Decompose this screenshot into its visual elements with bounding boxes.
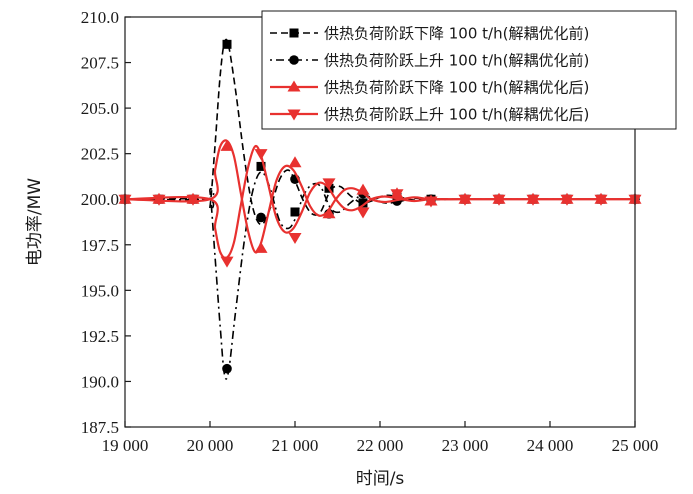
series-4-marker [186, 194, 200, 206]
legend-label-1: 供热负荷阶跃下降 100 t/h(解耦优化前) [324, 25, 589, 43]
series-2-marker [222, 363, 232, 374]
series-4-marker [220, 256, 234, 268]
legend-marker-2 [289, 55, 299, 65]
x-tick-label: 22 000 [357, 436, 404, 455]
y-tick-label: 202.5 [81, 145, 119, 164]
y-tick-label: 200.0 [81, 190, 119, 209]
series-4-marker [356, 207, 370, 219]
legend-label-4: 供热负荷阶跃上升 100 t/h(解耦优化后) [324, 106, 589, 124]
series-4-marker [458, 194, 472, 206]
series-3-marker [288, 156, 302, 168]
series-4-marker [254, 149, 268, 161]
series-1-marker [256, 161, 266, 171]
x-tick-label: 20 000 [187, 436, 234, 455]
series-4-marker [594, 194, 608, 206]
x-tick-label: 24 000 [527, 436, 574, 455]
legend-marker-3 [287, 80, 301, 92]
series-4 [118, 144, 642, 268]
series-1-marker [222, 39, 232, 49]
y-tick-label: 190.0 [81, 372, 119, 391]
x-tick-label: 19 000 [102, 436, 149, 455]
series-4-line [124, 144, 635, 260]
legend: 供热负荷阶跃下降 100 t/h(解耦优化前) 供热负荷阶跃上升 100 t/h(… [261, 10, 677, 130]
y-tick-label: 192.5 [81, 327, 119, 346]
series-4-marker [424, 196, 438, 208]
series-4-marker [390, 189, 404, 201]
series-3-marker [356, 183, 370, 195]
legend-marker-1 [289, 28, 299, 38]
series-4-marker [492, 194, 506, 206]
series-1-marker [290, 207, 300, 217]
legend-label-2: 供热负荷阶跃上升 100 t/h(解耦优化前) [324, 52, 589, 70]
y-tick-label: 207.5 [81, 54, 119, 73]
series-3-marker [254, 241, 268, 253]
y-tick-label: 205.0 [81, 99, 119, 118]
x-tick-label: 21 000 [272, 436, 319, 455]
series-4-marker [560, 194, 574, 206]
x-tick-label: 25 000 [612, 436, 659, 455]
series-4-marker [526, 194, 540, 206]
series-3-marker [322, 207, 336, 219]
legend-marker-4 [287, 109, 301, 121]
series-1-marker [358, 198, 368, 208]
x-tick-label: 23 000 [442, 436, 489, 455]
y-tick-label: 195.0 [81, 281, 119, 300]
series-4-marker [322, 178, 336, 190]
legend-label-3: 供热负荷阶跃下降 100 t/h(解耦优化后) [324, 79, 589, 97]
y-tick-label: 197.5 [81, 236, 119, 255]
series-2-marker [256, 212, 266, 223]
series-4-marker [152, 194, 166, 206]
series-3-marker [220, 139, 234, 151]
legend-box [261, 10, 677, 130]
series-2-line [124, 171, 636, 380]
y-tick-label: 187.5 [81, 418, 119, 437]
series-4-marker [288, 232, 302, 244]
x-axis-title: 时间/s [356, 469, 405, 489]
y-tick-labels: 187.5 190.0 192.5 195.0 197.5 200.0 202.5 205.0… [81, 8, 119, 437]
x-tick-labels: 19 000 20 000 21 000 22 000 23 000 24 000 25 0… [102, 436, 659, 455]
y-tick-label: 210.0 [81, 8, 119, 27]
y-axis-title: 电功率/MW [25, 178, 45, 266]
